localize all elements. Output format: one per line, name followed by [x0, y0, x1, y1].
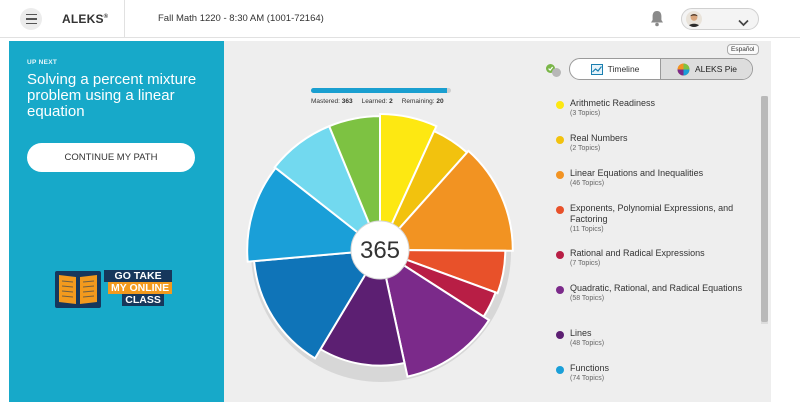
legend-topic-count: (3 Topics): [570, 110, 601, 117]
aleks-logo[interactable]: ALEKS®: [62, 12, 109, 26]
legend-topic-name: Functions (74 Topics): [570, 363, 755, 384]
pie-slice-3[interactable]: [377, 149, 514, 252]
aleks-pie-tab[interactable]: ALEKS Pie: [660, 59, 752, 79]
pie-slice-11[interactable]: [327, 115, 381, 251]
legend-topic-name: Real Numbers (2 Topics): [570, 133, 755, 154]
legend-topic-name: Arithmetic Readiness (3 Topics): [570, 98, 755, 119]
pie-center-value: 365: [360, 237, 400, 264]
compare-icon[interactable]: [545, 63, 563, 83]
menu-button[interactable]: [20, 8, 42, 30]
top-header: ALEKS® Fall Math 1220 - 8:30 AM (1001-72…: [0, 0, 800, 38]
legend-dot: [556, 101, 564, 109]
legend-dot: [556, 286, 564, 294]
promo-watermark: GO TAKE MY ONLINE CLASS: [54, 266, 194, 312]
up-next-panel: UP NEXT Solving a percent mixture proble…: [9, 41, 224, 402]
pie-slice-8[interactable]: [253, 248, 382, 360]
legend-topic-count: (74 Topics): [570, 375, 605, 382]
course-title: Fall Math 1220 - 8:30 AM (1001-72164): [158, 13, 324, 24]
aleks-pie-chart[interactable]: 365: [224, 41, 554, 402]
legend-dot: [556, 136, 564, 144]
pie-slice-9[interactable]: [246, 166, 383, 263]
book-icon: [54, 268, 102, 315]
promo-text: GO TAKE MY ONLINE CLASS: [104, 270, 173, 306]
next-topic-title: Solving a percent mixture problem using …: [27, 71, 197, 120]
chevron-down-icon: [738, 14, 749, 32]
legend-topic-count: (2 Topics): [570, 145, 601, 152]
pie-icon: [677, 63, 690, 75]
user-menu-button[interactable]: [681, 8, 759, 30]
view-toggle: Timeline ALEKS Pie: [569, 58, 753, 80]
up-next-label: UP NEXT: [27, 59, 58, 66]
timeline-tab[interactable]: Timeline: [570, 59, 660, 79]
mastery-progress-fill: [311, 88, 447, 93]
legend-topic-name: Rational and Radical Expressions (7 Topic…: [570, 248, 755, 269]
pie-slice-1[interactable]: [379, 112, 438, 251]
remaining-stat: Remaining: 20: [401, 98, 444, 105]
promo-line-2: MY ONLINE: [108, 282, 173, 294]
learned-stat: Learned: 2: [361, 98, 393, 105]
legend-topic-name: Quadratic, Rational, and Radical Equatio…: [570, 283, 755, 304]
hamburger-icon: [25, 13, 37, 16]
main-panel: Mastered: 363 Learned: 2 Remaining: 20 3…: [224, 41, 771, 402]
legend-topic-count: (11 Topics): [570, 226, 604, 233]
avatar: [686, 11, 702, 27]
pie-center-disc: [350, 220, 410, 280]
progress-stats: Mastered: 363 Learned: 2 Remaining: 20: [311, 98, 444, 105]
legend-topic-name: Linear Equations and Inequalities (46 Top…: [570, 168, 755, 189]
timeline-icon: [590, 63, 603, 75]
pie-slice-6[interactable]: [378, 247, 491, 378]
legend-topic-name: Exponents, Polynomial Expressions, and F…: [570, 203, 755, 235]
legend-topic-count: (48 Topics): [570, 340, 605, 347]
promo-line-3: CLASS: [122, 294, 164, 306]
continue-my-path-button[interactable]: CONTINUE MY PATH: [27, 143, 195, 172]
promo-line-1: GO TAKE: [104, 270, 173, 282]
legend-topic-name: Lines (48 Topics): [570, 328, 755, 349]
legend-dot: [556, 206, 564, 214]
espanol-link[interactable]: Español: [727, 44, 759, 55]
legend-dot: [556, 251, 564, 259]
mastery-progress-bar: [311, 88, 451, 93]
legend-dot: [556, 171, 564, 179]
legend-scrollbar[interactable]: [761, 96, 768, 324]
scrollbar-thumb[interactable]: [761, 96, 768, 322]
bell-icon[interactable]: [650, 10, 664, 32]
legend-topic-count: (46 Topics): [570, 180, 605, 187]
mastered-stat: Mastered: 363: [311, 98, 353, 105]
legend-dot: [556, 366, 564, 374]
legend-dot: [556, 331, 564, 339]
legend-topic-count: (7 Topics): [570, 260, 601, 267]
legend-topic-count: (58 Topics): [570, 295, 605, 302]
header-divider: [124, 0, 125, 38]
